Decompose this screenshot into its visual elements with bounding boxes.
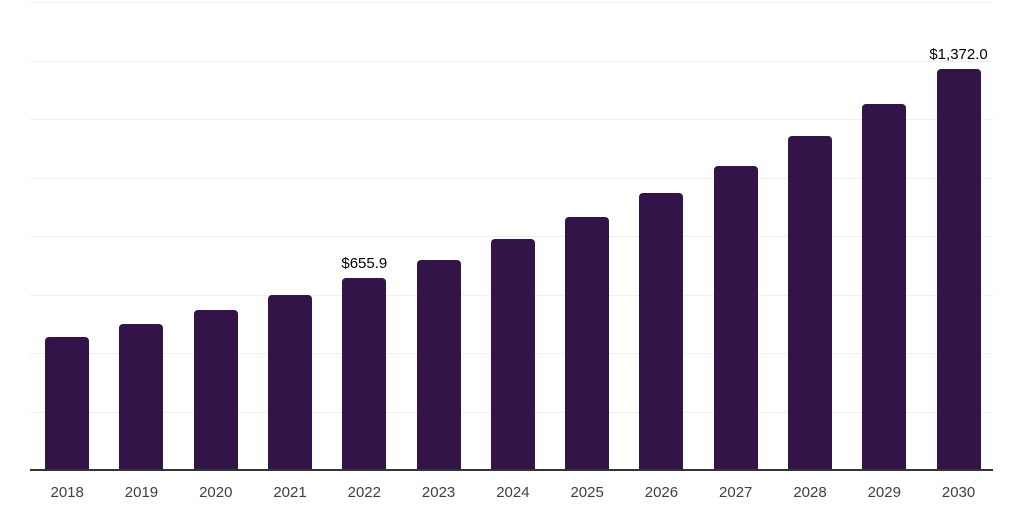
x-tick-2023: 2023 xyxy=(421,484,456,501)
gridline-1600 xyxy=(30,2,993,3)
bar-2024[interactable] xyxy=(490,239,535,470)
bar-2030[interactable] xyxy=(936,68,981,470)
data-label-2022: $655.9 xyxy=(341,255,388,273)
bar-2023[interactable] xyxy=(416,259,461,470)
bar-2025[interactable] xyxy=(565,217,610,470)
bar-2026[interactable] xyxy=(639,192,684,470)
bar-2019[interactable] xyxy=(119,324,164,470)
gridline-1200 xyxy=(30,119,993,120)
x-tick-2026: 2026 xyxy=(644,484,679,501)
bar-2022[interactable] xyxy=(342,278,387,470)
bar-2020[interactable] xyxy=(193,310,238,470)
x-tick-2027: 2027 xyxy=(719,484,753,501)
x-tick-2029: 2029 xyxy=(867,484,901,501)
x-tick-2028: 2028 xyxy=(793,484,827,501)
x-tick-2019: 2019 xyxy=(124,484,159,501)
bar-2018[interactable] xyxy=(45,337,90,470)
bar-2028[interactable] xyxy=(788,136,832,470)
x-tick-2022: 2022 xyxy=(347,484,381,501)
x-tick-2021: 2021 xyxy=(273,484,307,501)
x-tick-2030: 2030 xyxy=(941,484,976,501)
x-axis-line xyxy=(30,469,993,471)
x-tick-2018: 2018 xyxy=(50,484,84,501)
x-tick-2020: 2020 xyxy=(199,484,233,501)
bar-2029[interactable] xyxy=(862,104,907,470)
gridline-1000 xyxy=(30,177,993,179)
bar-2027[interactable] xyxy=(713,165,758,470)
data-label-2030: $1,372.0 xyxy=(929,45,988,63)
gridline-800 xyxy=(30,236,993,237)
gridline-1400 xyxy=(30,60,993,62)
bar-2021[interactable] xyxy=(268,294,313,470)
x-tick-2024: 2024 xyxy=(496,484,530,501)
x-tick-2025: 2025 xyxy=(570,484,604,501)
